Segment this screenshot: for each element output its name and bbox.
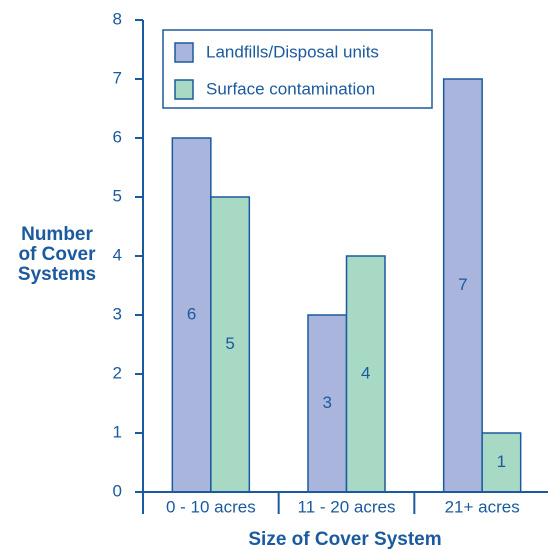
legend-label: Landfills/Disposal units	[206, 42, 379, 61]
y-tick-label: 1	[113, 422, 122, 441]
x-tick-label: 21+ acres	[445, 497, 520, 516]
y-axis-title: Number	[21, 224, 93, 245]
data-label: 7	[458, 275, 467, 294]
data-label: 4	[361, 363, 370, 382]
y-tick-label: 5	[113, 186, 122, 205]
data-label: 3	[323, 393, 332, 412]
y-axis-title: of Cover	[18, 244, 96, 265]
legend-swatch	[174, 79, 194, 100]
x-axis-title: Size of Cover System	[248, 529, 441, 550]
y-tick-label: 4	[113, 245, 122, 264]
y-tick-label: 0	[113, 481, 122, 500]
y-tick-label: 8	[113, 9, 122, 28]
bar	[345, 255, 386, 493]
y-tick-label: 6	[113, 127, 122, 146]
y-tick-label: 2	[113, 363, 122, 382]
data-label: 1	[497, 452, 506, 471]
legend-box	[162, 29, 433, 109]
y-tick-label: 7	[113, 68, 122, 87]
legend-swatch	[174, 42, 194, 63]
legend-label: Surface contamination	[206, 79, 375, 98]
data-label: 5	[225, 334, 234, 353]
data-label: 6	[187, 304, 196, 323]
y-tick-label: 3	[113, 304, 122, 323]
x-tick-label: 0 - 10 acres	[166, 497, 256, 516]
bar	[210, 196, 251, 493]
y-axis-title: Systems	[18, 264, 96, 285]
x-tick-label: 11 - 20 acres	[298, 497, 396, 516]
